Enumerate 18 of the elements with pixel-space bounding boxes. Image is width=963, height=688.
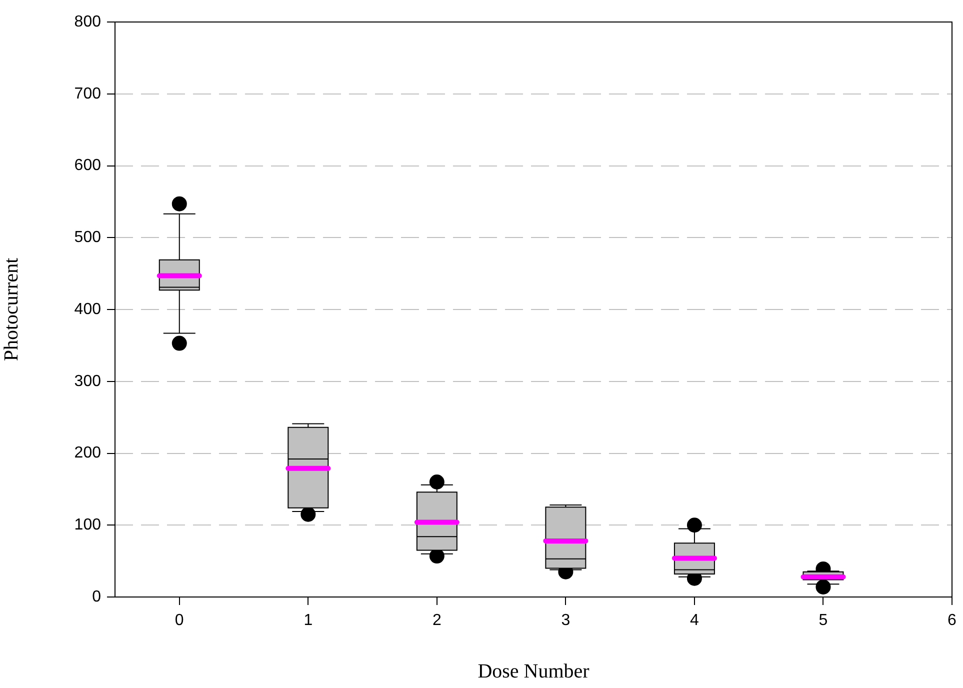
y-tick-label: 300 (74, 372, 102, 390)
x-tick-label: 0 (174, 612, 184, 630)
y-tick-label: 600 (74, 157, 102, 174)
x-tick-label: 3 (561, 612, 570, 630)
x-tick-label: 5 (818, 612, 828, 630)
y-tick-label: 400 (74, 300, 102, 318)
y-tick-label: 200 (74, 444, 102, 462)
x-axis-title: Dose Number (478, 660, 590, 682)
y-tick-label: 100 (74, 516, 102, 534)
x-tick-label: 2 (432, 612, 442, 630)
x-tick-label: 1 (304, 612, 313, 630)
x-tick-label: 4 (690, 612, 700, 630)
y-tick-label: 700 (74, 85, 102, 102)
x-tick-label: 6 (948, 612, 957, 630)
y-tick-label: 800 (74, 13, 102, 30)
y-axis-title: Photocurrent (0, 257, 22, 362)
y-tick-label: 0 (92, 588, 102, 606)
y-tick-label: 500 (74, 229, 102, 246)
